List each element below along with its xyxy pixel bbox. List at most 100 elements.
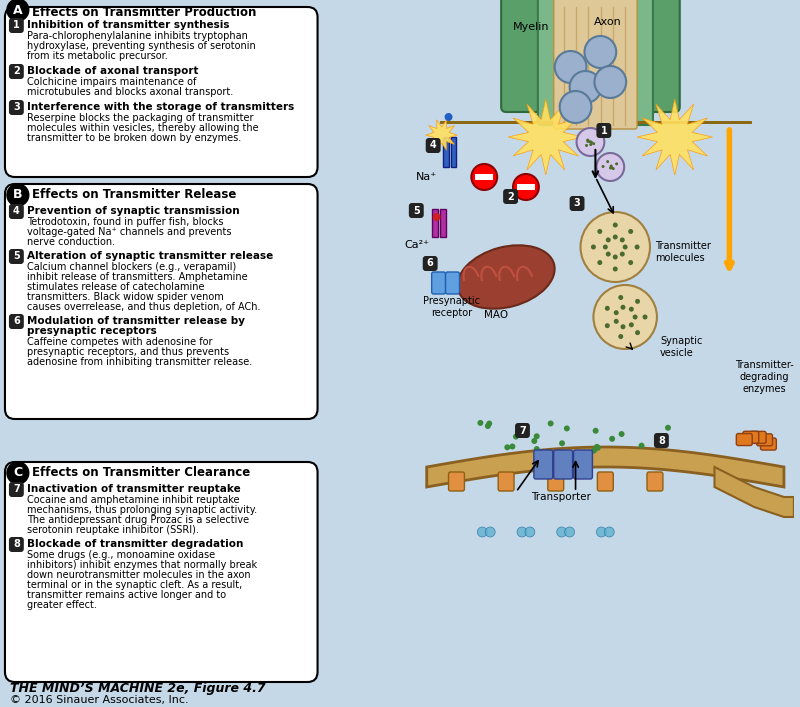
Circle shape	[603, 245, 608, 250]
Text: greater effect.: greater effect.	[26, 600, 97, 610]
Text: Na⁺: Na⁺	[416, 172, 438, 182]
FancyBboxPatch shape	[554, 0, 637, 129]
Text: 5: 5	[413, 206, 420, 216]
Circle shape	[635, 299, 640, 304]
Text: from its metabolic precursor.: from its metabolic precursor.	[26, 51, 167, 61]
Circle shape	[554, 51, 586, 83]
Text: 5: 5	[13, 251, 20, 261]
Text: Effects on Transmitter Clearance: Effects on Transmitter Clearance	[32, 467, 250, 479]
Text: causes overrelease, and thus depletion, of ACh.: causes overrelease, and thus depletion, …	[26, 302, 260, 312]
Circle shape	[589, 140, 592, 144]
Circle shape	[635, 330, 640, 335]
Text: MAO: MAO	[484, 310, 508, 320]
Text: Alteration of synaptic transmitter release: Alteration of synaptic transmitter relea…	[26, 251, 273, 261]
Text: inhibitors) inhibit enzymes that normally break: inhibitors) inhibit enzymes that normall…	[26, 560, 257, 570]
Text: THE MIND’S MACHINE 2e, Figure 4.7: THE MIND’S MACHINE 2e, Figure 4.7	[10, 682, 266, 695]
Text: Cocaine and amphetamine inhibit reuptake: Cocaine and amphetamine inhibit reuptake	[26, 495, 239, 505]
Circle shape	[618, 431, 625, 437]
FancyBboxPatch shape	[9, 100, 24, 115]
Circle shape	[559, 440, 565, 446]
Text: 3: 3	[13, 102, 20, 112]
Text: terminal or in the synaptic cleft. As a result,: terminal or in the synaptic cleft. As a …	[26, 580, 242, 590]
Circle shape	[592, 139, 595, 142]
Circle shape	[598, 260, 602, 265]
Text: Myelin: Myelin	[513, 22, 549, 32]
Bar	[432, 209, 438, 237]
FancyBboxPatch shape	[9, 18, 24, 33]
Circle shape	[613, 235, 618, 240]
Circle shape	[531, 438, 538, 444]
Text: serotonin reuptake inhibitor (SSRI).: serotonin reuptake inhibitor (SSRI).	[26, 525, 198, 535]
Text: 2: 2	[507, 192, 514, 201]
Circle shape	[478, 420, 483, 426]
FancyBboxPatch shape	[426, 138, 441, 153]
FancyBboxPatch shape	[409, 203, 424, 218]
Circle shape	[613, 223, 618, 228]
Circle shape	[565, 527, 574, 537]
Text: down neurotransmitter molecules in the axon: down neurotransmitter molecules in the a…	[26, 570, 250, 580]
FancyBboxPatch shape	[538, 0, 653, 125]
Text: A: A	[13, 4, 22, 16]
FancyBboxPatch shape	[515, 423, 530, 438]
Circle shape	[622, 245, 628, 250]
FancyBboxPatch shape	[5, 184, 318, 419]
FancyBboxPatch shape	[757, 434, 773, 446]
FancyBboxPatch shape	[9, 537, 24, 552]
Circle shape	[593, 428, 598, 434]
Text: 6: 6	[427, 259, 434, 269]
Circle shape	[628, 229, 633, 234]
Text: Caffeine competes with adenosine for: Caffeine competes with adenosine for	[26, 337, 212, 347]
Text: Calcium channel blockers (e.g., verapamil): Calcium channel blockers (e.g., verapami…	[26, 262, 236, 272]
Circle shape	[471, 164, 497, 190]
Polygon shape	[714, 467, 794, 517]
Text: C: C	[14, 467, 22, 479]
Text: molecules within vesicles, thereby allowing the: molecules within vesicles, thereby allow…	[26, 123, 258, 133]
Text: Synaptic
vesicle: Synaptic vesicle	[660, 337, 702, 358]
Circle shape	[596, 153, 624, 181]
Circle shape	[594, 444, 600, 450]
Circle shape	[642, 315, 647, 320]
Text: 4: 4	[13, 206, 20, 216]
Circle shape	[606, 168, 610, 170]
Circle shape	[433, 213, 441, 221]
FancyBboxPatch shape	[596, 123, 611, 138]
Bar	[442, 137, 449, 167]
Text: Colchicine impairs maintenance of: Colchicine impairs maintenance of	[26, 77, 196, 87]
Circle shape	[620, 252, 625, 257]
Polygon shape	[637, 99, 713, 175]
Circle shape	[621, 325, 626, 329]
FancyBboxPatch shape	[590, 0, 680, 112]
Text: Blockade of transmitter degradation: Blockade of transmitter degradation	[26, 539, 243, 549]
Circle shape	[614, 167, 616, 170]
Circle shape	[614, 310, 618, 315]
Circle shape	[618, 334, 623, 339]
Circle shape	[570, 71, 602, 103]
FancyBboxPatch shape	[9, 64, 24, 79]
Circle shape	[618, 295, 623, 300]
Circle shape	[513, 433, 519, 440]
Circle shape	[629, 322, 634, 327]
Text: B: B	[13, 189, 22, 201]
Circle shape	[591, 140, 594, 143]
Circle shape	[620, 238, 625, 243]
Text: Tetrodotoxin, found in puffer fish, blocks: Tetrodotoxin, found in puffer fish, bloc…	[26, 217, 223, 227]
FancyBboxPatch shape	[446, 272, 459, 294]
Circle shape	[582, 139, 585, 143]
Text: Blockade of axonal transport: Blockade of axonal transport	[26, 66, 198, 76]
Bar	[440, 209, 446, 237]
Text: Presynaptic
receptor: Presynaptic receptor	[423, 296, 480, 318]
Text: Reserpine blocks the packaging of transmitter: Reserpine blocks the packaging of transm…	[26, 113, 254, 123]
Circle shape	[478, 527, 487, 537]
Circle shape	[634, 245, 639, 250]
Text: transmitter to be broken down by enzymes.: transmitter to be broken down by enzymes…	[26, 133, 241, 143]
Circle shape	[594, 66, 626, 98]
FancyBboxPatch shape	[9, 482, 24, 497]
Ellipse shape	[458, 245, 554, 309]
Text: 7: 7	[519, 426, 526, 436]
Text: 7: 7	[13, 484, 20, 494]
Text: Para-chlorophenylalanine inhibits tryptophan: Para-chlorophenylalanine inhibits trypto…	[26, 31, 248, 41]
FancyBboxPatch shape	[548, 472, 564, 491]
Text: voltage-gated Na⁺ channels and prevents: voltage-gated Na⁺ channels and prevents	[26, 227, 231, 237]
Circle shape	[525, 527, 535, 537]
Text: Axon: Axon	[594, 17, 621, 27]
